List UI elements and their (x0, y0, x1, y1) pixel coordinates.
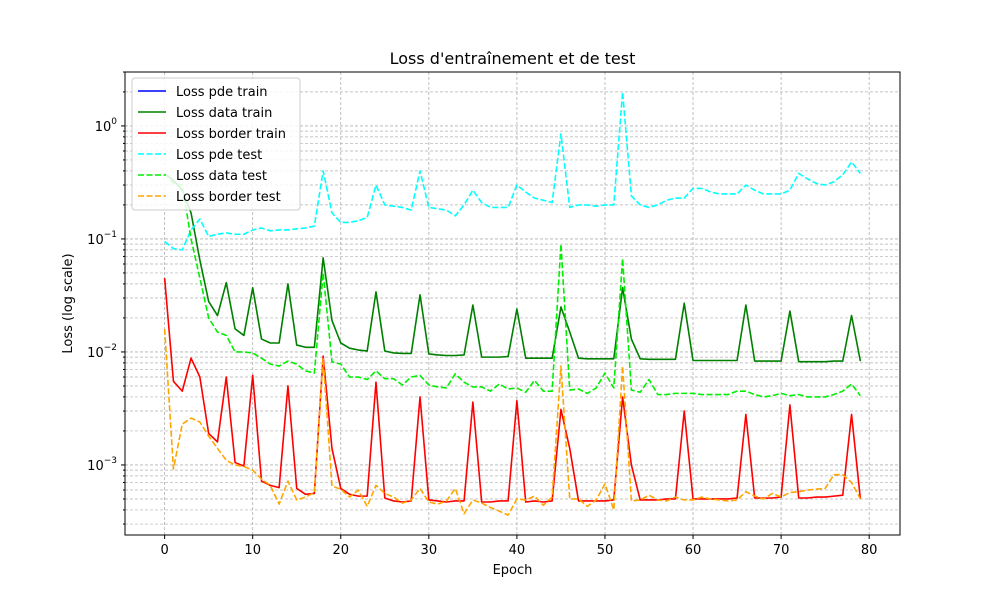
legend-label: Loss data test (176, 169, 267, 184)
legend: Loss pde train Loss data train Loss border… (131, 77, 301, 211)
y-tick-label: 100 (95, 117, 118, 135)
series-line-3 (164, 91, 862, 251)
x-tick-label: 20 (332, 543, 349, 558)
series-line-2 (163, 278, 862, 503)
grid (125, 71, 900, 535)
x-tick-label: 0 (160, 543, 168, 558)
y-tick-label: 10−2 (87, 343, 117, 361)
legend-label: Loss pde train (176, 85, 268, 100)
x-tick-label: 30 (421, 543, 438, 558)
x-tick-label: 80 (861, 543, 878, 558)
series-lines (163, 91, 862, 516)
x-tick-label: 50 (597, 543, 614, 558)
legend-label: Loss border train (176, 127, 286, 142)
y-tick-label: 10−3 (87, 456, 117, 474)
x-axis-label: Epoch (493, 563, 533, 578)
x-tick-label: 60 (685, 543, 702, 558)
chart-title: Loss d'entraînement et de test (390, 49, 636, 68)
y-axis-label: Loss (log scale) (61, 253, 76, 353)
series-line-4 (164, 172, 862, 398)
series-line-1 (164, 172, 862, 363)
axis-ticks: 0 10 20 30 40 50 60 70 80 10−3 10−2 10−1 100 (87, 71, 878, 558)
x-tick-label: 40 (509, 543, 526, 558)
x-tick-label: 10 (244, 543, 261, 558)
legend-label: Loss pde test (176, 148, 262, 163)
series-line-5 (163, 328, 862, 516)
plot-frame (124, 71, 901, 536)
legend-label: Loss border test (176, 190, 281, 205)
y-tick-label: 10−1 (87, 230, 117, 248)
legend-box (131, 77, 301, 211)
legend-label: Loss data train (176, 106, 272, 121)
x-tick-label: 70 (773, 543, 790, 558)
